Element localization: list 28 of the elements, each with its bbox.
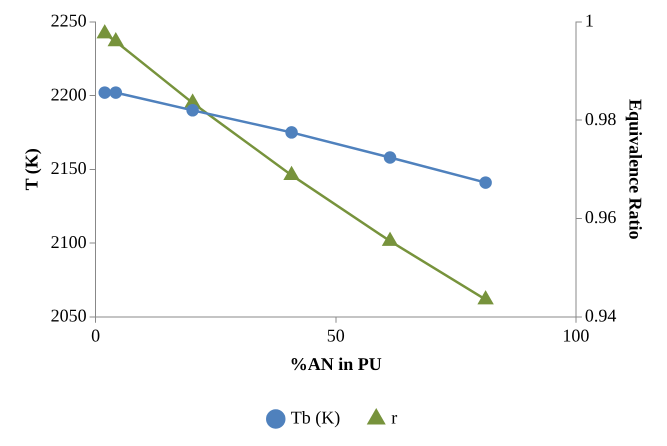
- x-tick-label: 50: [326, 325, 345, 346]
- y-tick-label: 2100: [50, 232, 87, 252]
- y-tick-label: 2150: [50, 158, 87, 178]
- x-tick-label: 0: [91, 325, 100, 346]
- legend-label: r: [391, 408, 398, 428]
- y2-axis-title: Equivalence Ratio: [626, 99, 646, 240]
- y-tick-label: 2200: [50, 84, 87, 104]
- point: [110, 86, 122, 99]
- y2-tick-label: 0.98: [584, 108, 616, 129]
- point: [285, 126, 298, 139]
- y2-tick-label: 0.94: [584, 306, 616, 326]
- x-tick-label: 100: [562, 325, 590, 346]
- y-tick-label: 2050: [50, 306, 87, 326]
- point: [284, 166, 299, 180]
- point: [384, 151, 396, 164]
- point: [382, 232, 398, 246]
- point: [186, 104, 199, 117]
- y2-tick-label: 0.96: [584, 207, 616, 228]
- point: [98, 86, 111, 99]
- legend-label: Tb (K): [290, 408, 340, 428]
- point: [97, 25, 112, 38]
- y-tick-label: 2250: [50, 10, 87, 31]
- point: [478, 291, 493, 304]
- point: [479, 176, 492, 189]
- y2-tick-label: 1: [584, 10, 594, 31]
- x-axis-title: %AN in PU: [290, 354, 382, 374]
- y-axis-title: T (K): [21, 148, 42, 190]
- point: [108, 33, 124, 46]
